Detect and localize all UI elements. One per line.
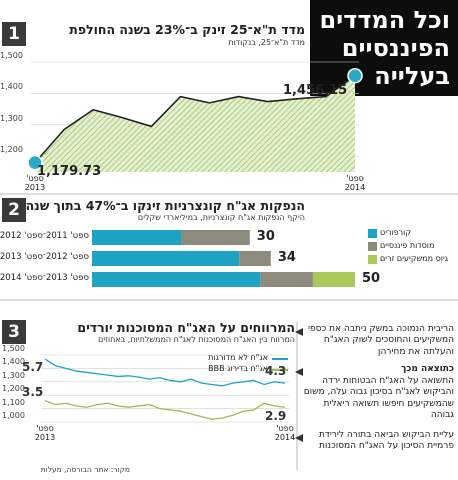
bar-segment: [260, 272, 313, 287]
sidebar-heading: כתוצאה מכך: [401, 364, 454, 374]
y-tick-label: ספט' 2013־ספט' 2014: [0, 273, 89, 283]
chart-subtitle: המרווח בין האג"ח המסוכנות לאג"ח הממשלתיו…: [98, 335, 295, 344]
legend-label: אג"ח בדירוג BBB: [208, 364, 268, 373]
legend-swatch: [368, 255, 377, 264]
total-label: 30: [256, 229, 275, 244]
start-label: 5.7: [22, 360, 44, 375]
legend-swatch: [368, 242, 377, 251]
legend-label: קורפוריט: [380, 228, 412, 237]
sidebar-text: עליית הביקוש הביאה בתורה לירידת פרמיית ה…: [318, 430, 454, 452]
y-tick-label: 1,100: [2, 397, 25, 407]
chart-subtitle: מדד ת"א־25, בנקודות: [228, 38, 305, 47]
section-number: 2: [2, 198, 26, 222]
chart-title: המרווחים על האג"ח המסוכנות יורדים: [77, 320, 295, 335]
bullet-arrow: [295, 368, 303, 376]
sidebar-text: התשואה על האג"ח הבטוחות ירדה והביקוש לאג…: [303, 376, 454, 420]
bar-segment: [92, 251, 240, 266]
y-tick-label: ספט' 2011־ספט' 2012: [0, 231, 89, 241]
y-tick-label: 1,400: [2, 357, 25, 367]
point-marker: [347, 68, 363, 84]
y-tick-label: 1,300: [2, 370, 25, 380]
value-label: 1,179.73: [37, 163, 102, 179]
bar-segment: [92, 230, 182, 245]
x-tick-label: ספט' 2014: [344, 174, 366, 192]
source: מקור: אתר הבורסה, מעלות: [40, 465, 130, 474]
y-tick-label: 1,000: [2, 411, 25, 420]
legend-swatch: [368, 229, 377, 238]
y-tick-label: ספט' 2012־ספט' 2013: [0, 252, 89, 262]
end-label: 4.3: [265, 364, 287, 379]
y-tick-label: 1,200: [0, 145, 23, 155]
chart-subtitle: היקף הנפקות אג"ח קונצרניות, במיליארדי שק…: [137, 213, 305, 222]
section-number: 1: [2, 22, 26, 46]
y-tick-label: 1,500: [0, 51, 23, 60]
header-box: [310, 0, 458, 96]
value-label: 1,456.15: [283, 82, 348, 98]
end-label: 2.9: [265, 409, 287, 424]
chart-title: הנפקות אג"ח קונצרניות זינקו ב־47% בתוך ש…: [25, 198, 305, 213]
bar-segment: [239, 251, 271, 266]
total-label: 34: [277, 250, 296, 265]
legend-label: אג"ח לא מדורגות: [208, 353, 268, 362]
y-tick-label: 1,500: [2, 344, 25, 353]
x-tick-label: ספט' 2013: [34, 424, 56, 442]
line: [44, 399, 286, 420]
bullet-arrow: [295, 434, 303, 442]
line: [34, 75, 356, 164]
bar-segment: [181, 230, 250, 245]
header-line: הפיננסיים: [341, 34, 450, 62]
section-number: 3: [2, 320, 26, 344]
y-tick-label: 1,300: [0, 113, 23, 123]
line: [44, 358, 286, 387]
bar-segment: [92, 272, 261, 287]
legend-label: מוסדות פיננסיים: [380, 241, 435, 250]
sidebar-text: הריבית הנמוכה במשק ניתבה את כספי המשקיעי…: [308, 324, 454, 357]
y-tick-label: 1,200: [2, 384, 25, 394]
bullet-arrow: [295, 328, 303, 336]
x-tick-label: ספט' 2014: [274, 424, 296, 442]
point-marker: [27, 154, 43, 171]
legend-label: גיוס ממשקיעים זרים: [380, 254, 449, 263]
x-tick-label: ספט' 2013: [24, 174, 46, 192]
bar-segment: [312, 272, 355, 287]
header-title: וכל המדדים הפיננסיים בעלייה: [312, 6, 450, 90]
start-label: 3.5: [22, 384, 44, 399]
header-line: וכל המדדים: [319, 6, 450, 34]
chart-title: מדד ת"א־25 זינק ב־23% בשנה החולפת: [69, 22, 305, 37]
total-label: 50: [362, 271, 381, 286]
y-tick-label: 1,400: [0, 82, 23, 92]
area: [35, 75, 355, 172]
header-line: בעלייה: [374, 62, 450, 90]
